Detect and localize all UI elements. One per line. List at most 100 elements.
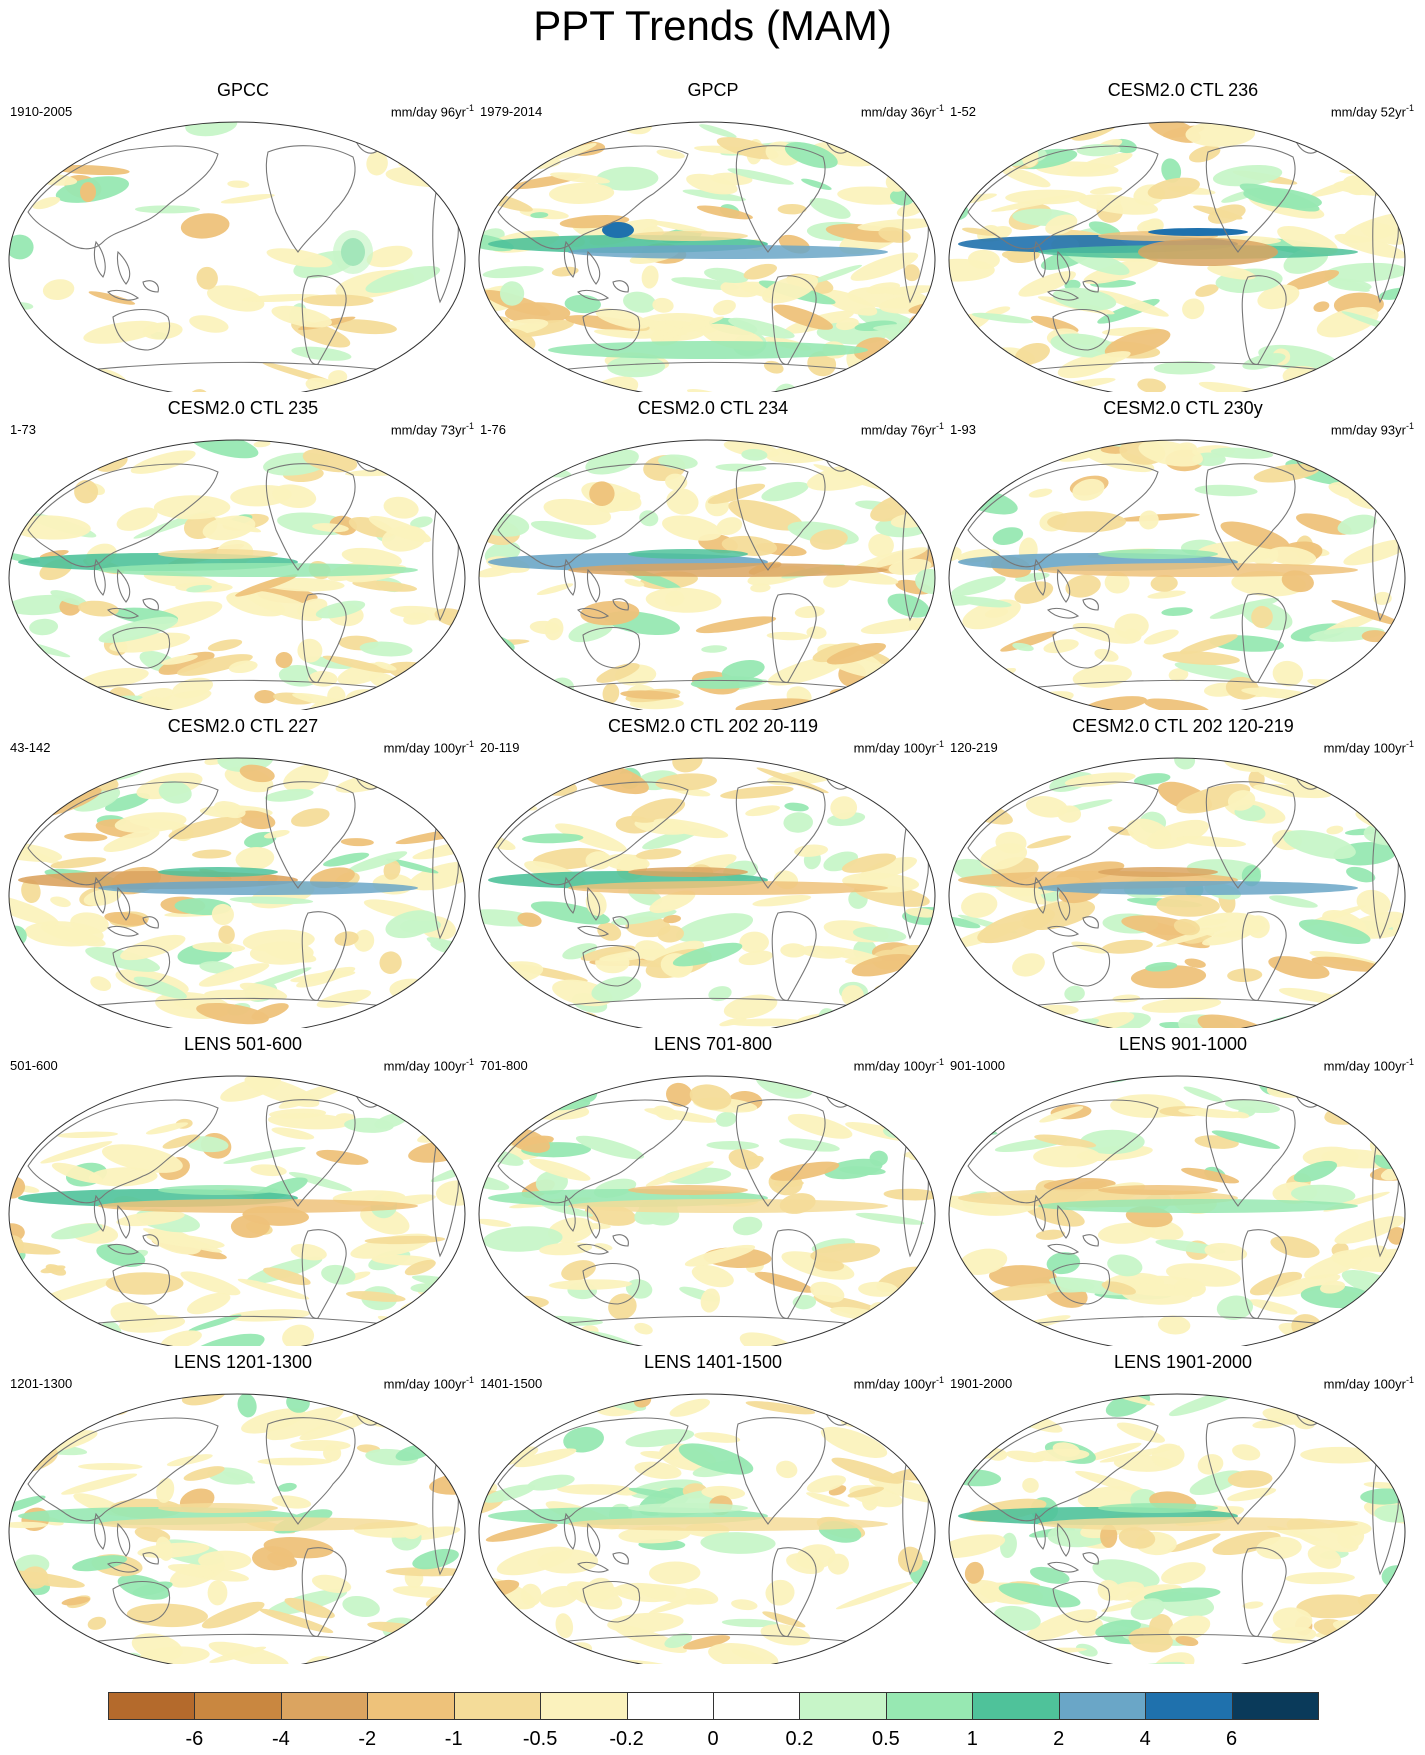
panel-units: mm/day 93yr-1	[1330, 421, 1414, 438]
panel-period: 701-800	[480, 1058, 528, 1073]
panel-title: LENS 1401-1500	[643, 1352, 783, 1372]
world-map	[948, 121, 1406, 392]
map-panel: LENS 901-1000 901-1000 mm/day 100yr-1	[948, 1032, 1418, 1348]
colorbar-swatch	[885, 1692, 974, 1720]
colorbar-swatch	[108, 1692, 196, 1720]
panel-units: mm/day 100yr-1	[853, 739, 944, 756]
panel-units: mm/day 100yr-1	[383, 1375, 474, 1392]
panel-units: mm/day 100yr-1	[383, 739, 474, 756]
panel-title: LENS 701-800	[653, 1034, 773, 1054]
colorbar-swatch	[367, 1692, 455, 1720]
world-map	[8, 1393, 466, 1664]
map-panel: GPCP 1979-2014 mm/day 36yr-1	[478, 78, 948, 394]
panel-period: 20-119	[480, 740, 520, 755]
panel-units: mm/day 100yr-1	[1323, 739, 1414, 756]
colorbar-swatch	[453, 1692, 542, 1720]
colorbar-tick-label: -0.2	[609, 1728, 644, 1750]
panel-title: CESM2.0 CTL 236	[1107, 80, 1259, 100]
panel-title: GPCC	[216, 80, 269, 100]
map-panel: LENS 501-600 501-600 mm/day 100yr-1	[8, 1032, 478, 1348]
panel-title: CESM2.0 CTL 202 120-219	[1072, 716, 1294, 736]
panel-title: CESM2.0 CTL 230y	[1103, 398, 1263, 418]
panel-units: mm/day 76yr-1	[860, 421, 944, 438]
map-panel: GPCC 1910-2005 mm/day 96yr-1	[8, 78, 478, 394]
colorbar-swatch	[194, 1692, 282, 1720]
panel-units: mm/day 100yr-1	[853, 1057, 944, 1074]
world-map	[8, 439, 466, 710]
panel-title: CESM2.0 CTL 234	[637, 398, 789, 418]
world-map	[478, 1075, 936, 1346]
world-map	[478, 1393, 936, 1664]
map-panel: CESM2.0 CTL 202 120-219 120-219 mm/day 100…	[948, 714, 1418, 1030]
colorbar-tick-label: -2	[358, 1728, 377, 1750]
panel-title: CESM2.0 CTL 227	[167, 716, 319, 736]
map-panel: LENS 1401-1500 1401-1500 mm/day 100yr-1	[478, 1350, 948, 1666]
panel-units: mm/day 52yr-1	[1330, 103, 1414, 120]
panel-title: CESM2.0 CTL 202 20-119	[607, 716, 819, 736]
world-map	[478, 757, 936, 1028]
world-map	[948, 757, 1406, 1028]
world-map	[478, 439, 936, 710]
panel-title: CESM2.0 CTL 235	[167, 398, 319, 418]
panel-period: 1-76	[480, 422, 507, 437]
panel-period: 1979-2014	[480, 104, 543, 119]
colorbar-swatch	[1058, 1692, 1147, 1720]
world-map	[8, 121, 466, 392]
world-map	[478, 121, 936, 392]
map-panel: CESM2.0 CTL 230y 1-93 mm/day 93yr-1	[948, 396, 1418, 712]
map-panel: CESM2.0 CTL 227 43-142 mm/day 100yr-1	[8, 714, 478, 1030]
panel-period: 1-52	[950, 104, 977, 119]
panel-title: GPCP	[687, 80, 739, 100]
colorbar-swatch	[799, 1692, 887, 1720]
panel-period: 1-73	[10, 422, 37, 437]
panel-units: mm/day 96yr-1	[390, 103, 474, 120]
panel-period: 501-600	[10, 1058, 58, 1073]
map-panel: CESM2.0 CTL 202 20-119 20-119 mm/day 100yr…	[478, 714, 948, 1030]
map-panel: LENS 701-800 701-800 mm/day 100yr-1	[478, 1032, 948, 1348]
world-map	[8, 1075, 466, 1346]
colorbar-tick-label: -0.5	[522, 1728, 558, 1750]
panel-title: LENS 501-600	[183, 1034, 303, 1054]
panel-units: mm/day 36yr-1	[860, 103, 944, 120]
panel-period: 901-1000	[950, 1058, 1005, 1073]
colorbar	[108, 1692, 1319, 1720]
world-map	[948, 1075, 1406, 1346]
colorbar-tick-label: 6	[1226, 1728, 1238, 1750]
panel-title: LENS 901-1000	[1118, 1034, 1248, 1054]
panel-period: 1401-1500	[480, 1376, 543, 1391]
colorbar-swatch	[540, 1692, 628, 1720]
colorbar-tick-label: 0.5	[871, 1728, 900, 1750]
colorbar-swatch	[713, 1692, 801, 1720]
colorbar-tick-label: 1	[966, 1728, 978, 1750]
colorbar-tick-label: -4	[271, 1728, 290, 1750]
panel-period: 1-93	[950, 422, 977, 437]
panel-period: 1201-1300	[10, 1376, 73, 1391]
colorbar-swatch	[1145, 1692, 1233, 1720]
colorbar-tick-label: 2	[1053, 1728, 1065, 1750]
map-panel: CESM2.0 CTL 234 1-76 mm/day 76yr-1	[478, 396, 948, 712]
map-panel: CESM2.0 CTL 236 1-52 mm/day 52yr-1	[948, 78, 1418, 394]
panel-units: mm/day 100yr-1	[383, 1057, 474, 1074]
panel-units: mm/day 100yr-1	[1323, 1057, 1414, 1074]
world-map	[8, 757, 466, 1028]
panel-period: 1910-2005	[10, 104, 73, 119]
world-map	[948, 1393, 1406, 1664]
panel-units: mm/day 73yr-1	[390, 421, 474, 438]
panel-period: 120-219	[950, 740, 998, 755]
colorbar-tick-label: -1	[444, 1728, 463, 1750]
colorbar-tick-label: 0	[707, 1728, 719, 1750]
colorbar-swatch	[1231, 1692, 1319, 1720]
figure-title: PPT Trends (MAM)	[533, 2, 892, 49]
world-map	[948, 439, 1406, 710]
colorbar-swatch	[972, 1692, 1060, 1720]
panel-title: LENS 1901-2000	[1113, 1352, 1253, 1372]
colorbar-swatch	[626, 1692, 714, 1720]
panel-period: 1901-2000	[950, 1376, 1013, 1391]
panel-units: mm/day 100yr-1	[1323, 1375, 1414, 1392]
panel-title: LENS 1201-1300	[173, 1352, 313, 1372]
map-panel: LENS 1201-1300 1201-1300 mm/day 100yr-1	[8, 1350, 478, 1666]
colorbar-swatch	[280, 1692, 369, 1720]
colorbar-tick-label: 4	[1139, 1728, 1151, 1750]
colorbar-tick-label: -6	[185, 1728, 204, 1750]
panel-period: 43-142	[10, 740, 51, 755]
